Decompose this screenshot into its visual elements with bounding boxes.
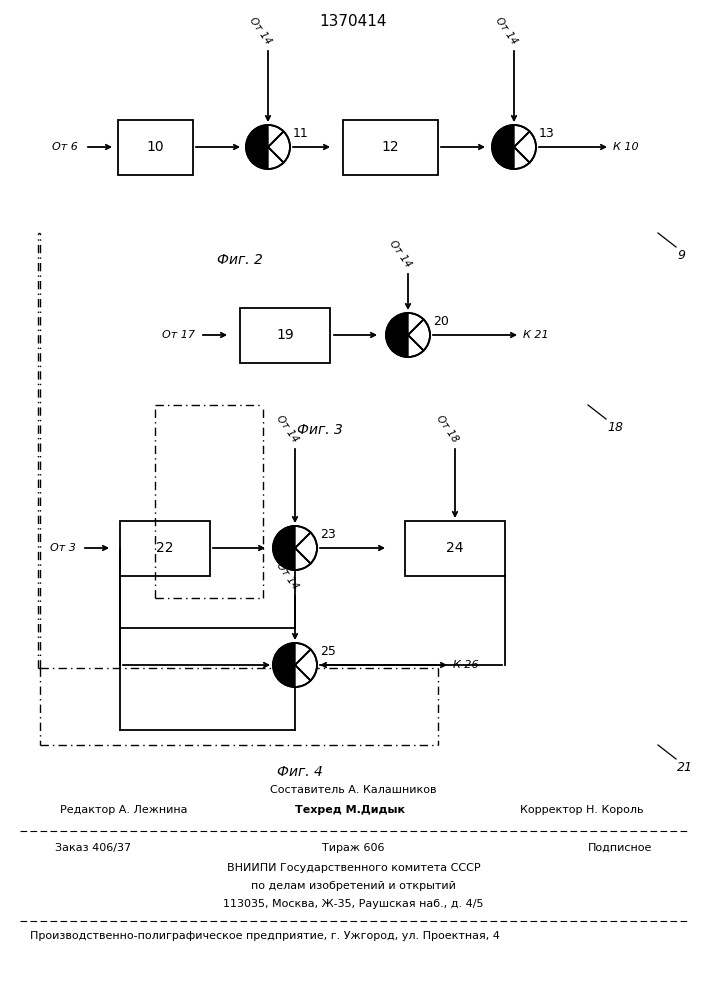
Text: От 3: От 3	[50, 543, 76, 553]
Text: От 14: От 14	[387, 238, 413, 269]
Text: От 14: От 14	[247, 15, 273, 46]
Wedge shape	[274, 643, 295, 687]
Text: От 18: От 18	[434, 413, 460, 444]
Bar	[405, 520, 505, 576]
Wedge shape	[274, 526, 295, 570]
Bar	[240, 308, 330, 362]
Text: 11: 11	[293, 127, 309, 140]
Text: Подписное: Подписное	[588, 843, 652, 853]
Text: 12: 12	[381, 140, 399, 154]
Circle shape	[273, 643, 317, 687]
Text: 20: 20	[433, 315, 449, 328]
Text: Фиг. 2: Фиг. 2	[217, 253, 263, 267]
Bar	[342, 119, 438, 174]
Text: Техред М.Дидык: Техред М.Дидык	[295, 805, 405, 815]
Text: Редактор А. Лежнина: Редактор А. Лежнина	[60, 805, 187, 815]
Text: Фиг. 4: Фиг. 4	[277, 765, 323, 779]
Text: Тираж 606: Тираж 606	[322, 843, 385, 853]
Wedge shape	[493, 125, 514, 169]
Bar	[117, 119, 192, 174]
Text: Производственно-полиграфическое предприятие, г. Ужгород, ул. Проектная, 4: Производственно-полиграфическое предприя…	[30, 931, 500, 941]
Text: От 14: От 14	[274, 560, 300, 591]
Text: 23: 23	[320, 528, 336, 541]
Text: 25: 25	[320, 645, 336, 658]
Text: 1370414: 1370414	[320, 14, 387, 29]
Text: Фиг. 3: Фиг. 3	[297, 423, 343, 437]
Bar	[120, 520, 210, 576]
Text: От 14: От 14	[274, 413, 300, 444]
Wedge shape	[247, 125, 268, 169]
Text: ВНИИПИ Государственного комитета СССР: ВНИИПИ Государственного комитета СССР	[227, 863, 480, 873]
Wedge shape	[387, 313, 408, 357]
Text: 10: 10	[146, 140, 164, 154]
Text: От 17: От 17	[162, 330, 195, 340]
Circle shape	[386, 313, 430, 357]
Text: Составитель А. Калашников: Составитель А. Калашников	[270, 785, 437, 795]
Text: От 14: От 14	[493, 15, 519, 46]
Circle shape	[246, 125, 290, 169]
Text: 22: 22	[156, 541, 174, 555]
Text: 19: 19	[276, 328, 294, 342]
Circle shape	[273, 526, 317, 570]
Text: К 10: К 10	[613, 142, 638, 152]
Text: К 26: К 26	[453, 660, 479, 670]
Text: 24: 24	[446, 541, 464, 555]
Text: Заказ 406/37: Заказ 406/37	[55, 843, 131, 853]
Text: 21: 21	[677, 761, 693, 774]
Text: Корректор Н. Король: Корректор Н. Король	[520, 805, 643, 815]
Text: 9: 9	[677, 249, 685, 262]
Text: по делам изобретений и открытий: по делам изобретений и открытий	[251, 881, 456, 891]
Text: 113035, Москва, Ж-35, Раушская наб., д. 4/5: 113035, Москва, Ж-35, Раушская наб., д. …	[223, 899, 484, 909]
Text: 18: 18	[607, 421, 623, 434]
Text: 13: 13	[539, 127, 555, 140]
Circle shape	[492, 125, 536, 169]
Text: К 21: К 21	[523, 330, 549, 340]
Text: От 6: От 6	[52, 142, 78, 152]
